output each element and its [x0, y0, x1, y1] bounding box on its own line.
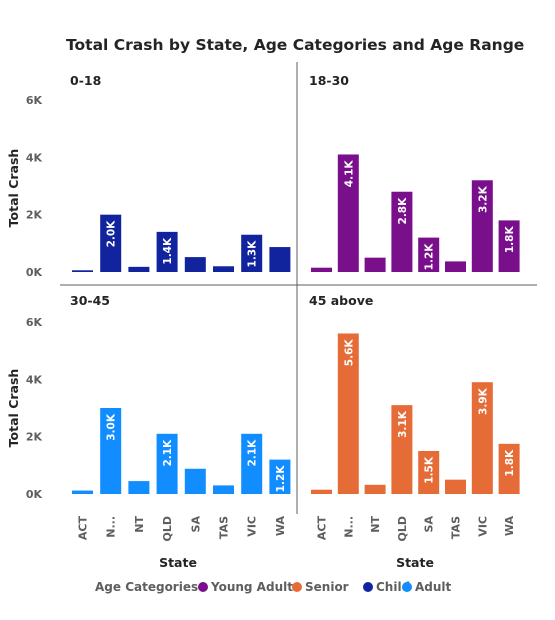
data-label: 2.0K: [106, 220, 118, 248]
bar[interactable]: [184, 468, 206, 494]
data-label: 3.2K: [477, 185, 489, 213]
bar[interactable]: [445, 479, 466, 494]
bar[interactable]: [241, 234, 263, 272]
bar[interactable]: [269, 247, 291, 272]
bar[interactable]: [156, 433, 178, 494]
bar[interactable]: [418, 451, 440, 494]
x-tick-label: ACT: [77, 516, 90, 541]
legend-marker: [363, 582, 373, 592]
data-label: 2.8K: [397, 197, 409, 225]
legend-marker: [198, 582, 208, 592]
panel-group: 0-18 0K 2K 4K 6K 2.0K 1.4K 1.3K 18-30 4.1K 2.8K 1.2…: [26, 73, 520, 542]
bar[interactable]: [100, 408, 122, 494]
x-axis-title-right: State: [396, 555, 434, 570]
data-label: 1.8K: [504, 449, 516, 477]
y-tick-label: 6K: [26, 316, 43, 329]
bar[interactable]: [213, 485, 234, 494]
panel-label: 45 above: [309, 293, 373, 308]
x-tick-label: N...: [105, 516, 118, 538]
data-label: 1.2K: [424, 243, 436, 271]
bar[interactable]: [184, 257, 206, 272]
x-tick-label: NT: [133, 516, 146, 533]
bar[interactable]: [241, 433, 263, 494]
bar[interactable]: [100, 214, 122, 272]
bar[interactable]: [445, 261, 466, 272]
chart-title: Total Crash by State, Age Categories and…: [66, 36, 524, 54]
bar[interactable]: [337, 333, 359, 494]
bar[interactable]: [269, 459, 291, 494]
bar[interactable]: [418, 237, 440, 272]
data-label: 1.3K: [247, 240, 259, 268]
legend-item-label[interactable]: Senior: [305, 580, 349, 594]
bar[interactable]: [471, 382, 493, 494]
bar[interactable]: [364, 257, 386, 272]
bar[interactable]: [72, 490, 93, 494]
bar[interactable]: [213, 266, 234, 272]
data-label: 1.5K: [424, 456, 436, 484]
data-label: 3.1K: [397, 410, 409, 438]
bar[interactable]: [128, 266, 150, 272]
legend-item-label[interactable]: Adult: [415, 580, 452, 594]
data-label: 3.0K: [106, 413, 118, 441]
x-tick-label: VIC: [246, 516, 259, 537]
panel-label: 18-30: [309, 73, 349, 88]
bar[interactable]: [364, 484, 386, 494]
y-tick-label: 0K: [26, 266, 43, 279]
x-tick-label: QLD: [161, 516, 174, 542]
legend-title: Age Categories: [95, 580, 198, 594]
x-tick-label: VIC: [476, 516, 489, 537]
y-tick-label: 6K: [26, 94, 43, 107]
legend-marker: [402, 582, 412, 592]
legend-item-label[interactable]: Child: [376, 580, 410, 594]
bar[interactable]: [128, 481, 150, 494]
data-label: 1.2K: [275, 465, 287, 493]
bar[interactable]: [156, 231, 178, 272]
data-label: 5.6K: [343, 339, 355, 367]
x-tick-label: WA: [274, 516, 287, 537]
y-tick-label: 2K: [26, 431, 43, 444]
y-axis-title-top: Total Crash: [6, 149, 21, 228]
data-label: 1.8K: [504, 226, 516, 254]
x-tick-label: TAS: [218, 516, 231, 539]
data-label: 4.1K: [343, 160, 355, 188]
data-label: 3.9K: [477, 387, 489, 415]
bar[interactable]: [471, 180, 493, 272]
data-label: 2.1K: [162, 439, 174, 467]
y-tick-label: 4K: [26, 373, 43, 386]
y-tick-label: 0K: [26, 488, 43, 501]
x-tick-label: SA: [423, 516, 436, 533]
bar[interactable]: [72, 270, 93, 272]
x-tick-label: ACT: [316, 516, 329, 541]
bar[interactable]: [391, 405, 413, 494]
x-tick-label: QLD: [396, 516, 409, 542]
y-tick-label: 4K: [26, 151, 43, 164]
legend-marker: [292, 582, 302, 592]
x-tick-label: NT: [369, 516, 382, 533]
x-tick-label: N...: [342, 516, 355, 538]
y-axis-title-bottom: Total Crash: [6, 369, 21, 448]
data-label: 1.4K: [162, 237, 174, 265]
bar[interactable]: [391, 191, 413, 272]
panel-label: 30-45: [70, 293, 110, 308]
bar[interactable]: [311, 267, 332, 272]
x-axis-title-left: State: [159, 555, 197, 570]
bar[interactable]: [311, 489, 332, 494]
bar[interactable]: [498, 443, 520, 494]
panel-label: 0-18: [70, 73, 101, 88]
bar[interactable]: [498, 220, 520, 272]
x-tick-label: SA: [189, 516, 202, 533]
bar[interactable]: [337, 154, 359, 272]
x-tick-label: TAS: [450, 516, 463, 539]
y-tick-label: 2K: [26, 209, 43, 222]
data-label: 2.1K: [247, 439, 259, 467]
x-tick-label: WA: [503, 516, 516, 537]
legend: Age Categories Young Adult Senior Child Adu…: [95, 580, 452, 594]
legend-item-label[interactable]: Young Adult: [210, 580, 293, 594]
